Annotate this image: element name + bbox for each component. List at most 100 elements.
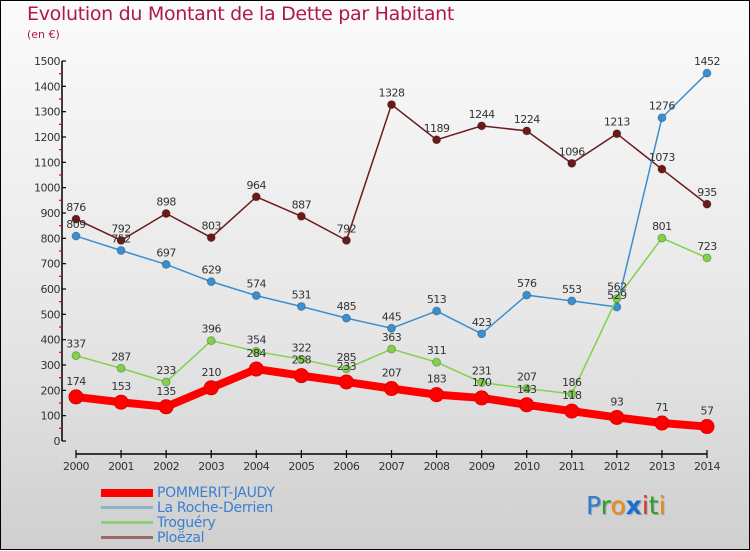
data-label-pommerit-jaudy: 174 — [66, 375, 86, 388]
legend-swatch — [101, 488, 153, 497]
data-point-la-roche-derrien — [567, 296, 577, 306]
data-point-ploezal — [296, 211, 306, 221]
data-label-pommerit-jaudy: 153 — [111, 380, 131, 393]
data-point-troguery — [657, 233, 667, 243]
data-point-pommerit-jaudy — [609, 409, 625, 425]
data-label-la-roche-derrien: 809 — [66, 218, 86, 231]
data-label-pommerit-jaudy: 210 — [201, 366, 221, 379]
x-tick-label: 2006 — [333, 460, 359, 473]
data-point-pommerit-jaudy — [158, 399, 174, 415]
data-point-troguery — [567, 389, 577, 399]
data-label-pommerit-jaudy: 135 — [156, 385, 176, 398]
data-label-la-roche-derrien: 1276 — [649, 100, 675, 113]
data-label-ploezal: 803 — [201, 220, 221, 233]
data-label-la-roche-derrien: 1452 — [694, 55, 720, 68]
data-label-la-roche-derrien: 529 — [607, 289, 627, 302]
data-point-troguery — [251, 346, 261, 356]
data-point-pommerit-jaudy — [248, 361, 264, 377]
data-point-ploezal — [702, 199, 712, 209]
data-label-la-roche-derrien: 576 — [517, 277, 537, 290]
data-label-ploezal: 876 — [66, 201, 86, 214]
data-point-pommerit-jaudy — [429, 387, 445, 403]
data-point-pommerit-jaudy — [699, 419, 715, 435]
data-point-la-roche-derrien — [477, 329, 487, 339]
data-label-troguery: 801 — [652, 220, 672, 233]
legend-item: Ploëzal — [101, 530, 275, 545]
data-label-pommerit-jaudy: 118 — [562, 389, 582, 402]
data-point-ploezal — [477, 121, 487, 131]
data-point-pommerit-jaudy — [474, 390, 490, 406]
x-tick-label: 2000 — [63, 460, 89, 473]
data-label-pommerit-jaudy: 233 — [337, 360, 357, 373]
data-label-pommerit-jaudy: 71 — [655, 401, 668, 414]
logo-letter: r — [600, 491, 611, 520]
legend-label: POMMERIT-JAUDY — [157, 484, 275, 501]
data-point-ploezal — [206, 233, 216, 243]
data-label-troguery: 285 — [337, 351, 357, 364]
data-point-la-roche-derrien — [251, 291, 261, 301]
legend: POMMERIT-JAUDY La Roche-Derrien Troguéry Pl… — [101, 485, 275, 545]
data-label-troguery: 231 — [472, 364, 492, 377]
data-point-troguery — [612, 294, 622, 304]
legend-item: La Roche-Derrien — [101, 500, 275, 515]
data-point-pommerit-jaudy — [203, 380, 219, 396]
data-label-ploezal: 1328 — [379, 87, 405, 100]
legend-item: POMMERIT-JAUDY — [101, 485, 275, 500]
data-point-troguery — [477, 377, 487, 387]
data-label-ploezal: 1244 — [469, 108, 495, 121]
legend-label: Ploëzal — [157, 529, 205, 546]
data-label-la-roche-derrien: 445 — [382, 310, 402, 323]
x-tick-label: 2013 — [649, 460, 675, 473]
data-label-ploezal: 1096 — [559, 145, 585, 158]
series-layer — [68, 68, 715, 435]
data-point-la-roche-derrien — [387, 323, 396, 333]
data-point-ploezal — [251, 192, 261, 202]
data-label-la-roche-derrien: 574 — [247, 278, 267, 291]
data-point-ploezal — [341, 235, 351, 245]
data-point-ploezal — [612, 129, 622, 139]
data-point-troguery — [296, 354, 306, 364]
data-point-ploezal — [567, 158, 577, 168]
y-tick-label: 1000 — [34, 182, 60, 195]
data-label-pommerit-jaudy: 207 — [382, 367, 402, 380]
legend-item: Troguéry — [101, 515, 275, 530]
data-point-la-roche-derrien — [71, 231, 81, 241]
data-point-la-roche-derrien — [296, 301, 306, 311]
data-point-ploezal — [71, 214, 81, 224]
data-label-pommerit-jaudy: 284 — [247, 347, 267, 360]
data-label-ploezal: 1189 — [424, 122, 450, 135]
data-label-ploezal: 935 — [697, 186, 717, 199]
data-label-troguery: 207 — [517, 371, 537, 384]
data-label-pommerit-jaudy: 143 — [517, 383, 537, 396]
data-point-pommerit-jaudy — [338, 374, 354, 390]
logo-letter: t — [648, 491, 659, 520]
data-point-troguery — [702, 253, 712, 263]
data-label-ploezal: 898 — [156, 196, 176, 209]
data-label-pommerit-jaudy: 93 — [610, 395, 623, 408]
data-point-troguery — [341, 364, 351, 374]
data-label-la-roche-derrien: 423 — [472, 316, 492, 329]
data-point-ploezal — [116, 235, 126, 245]
logo-letter: i — [658, 491, 666, 520]
data-label-la-roche-derrien: 752 — [111, 232, 131, 245]
data-label-troguery: 337 — [66, 338, 86, 351]
data-point-pommerit-jaudy — [384, 381, 399, 397]
y-tick-label: 200 — [41, 384, 61, 397]
data-label-pommerit-jaudy: 57 — [701, 405, 714, 418]
x-tick-label: 2011 — [559, 460, 585, 473]
data-point-la-roche-derrien — [432, 306, 442, 316]
labels-layer: 876 792 898 803 964 887 792 1328 1189 1244 1224 109… — [66, 55, 720, 417]
legend-label: La Roche-Derrien — [157, 499, 273, 516]
data-point-ploezal — [522, 126, 532, 136]
data-label-ploezal: 1073 — [649, 151, 675, 164]
legend-swatch — [101, 521, 153, 524]
data-label-troguery: 186 — [562, 376, 582, 389]
y-tick-label: 1500 — [34, 55, 60, 68]
data-point-la-roche-derrien — [116, 245, 126, 255]
legend-label: Troguéry — [157, 514, 216, 531]
data-label-la-roche-derrien: 485 — [337, 300, 357, 313]
axes: 0 100 200 300 400 500 600 700 800 900 1000 1100 1200… — [34, 55, 721, 473]
data-point-pommerit-jaudy — [113, 394, 129, 410]
